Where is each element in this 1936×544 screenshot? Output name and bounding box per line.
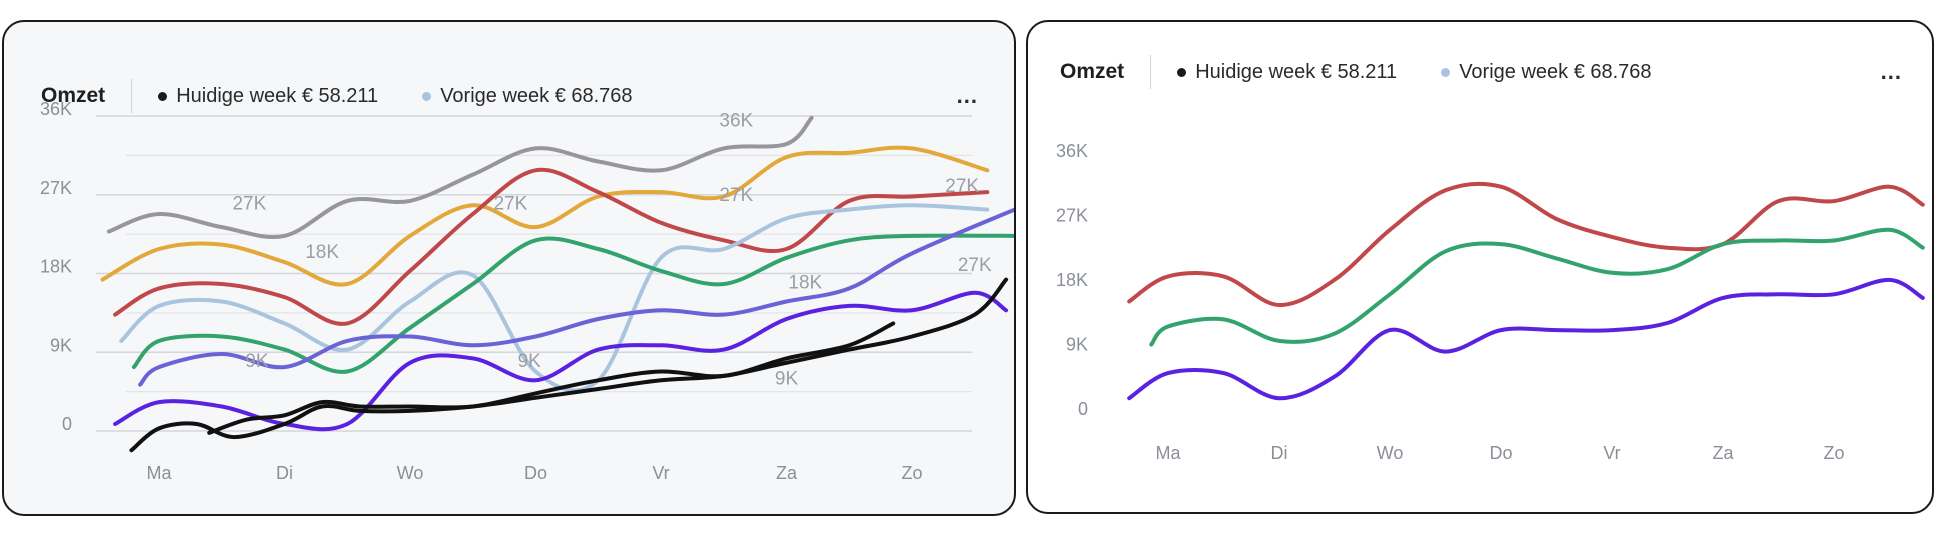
x-tick-label: Vr <box>652 463 669 483</box>
y-tick-label: 18K <box>40 257 72 277</box>
series-line-8 <box>129 277 1009 453</box>
data-label: 27K <box>719 185 753 206</box>
header-divider <box>1150 55 1152 89</box>
data-label: 9K <box>518 351 542 372</box>
chart-card-left: Omzet Huidige week € 58.211 Vorige week … <box>2 20 1016 516</box>
data-label: 18K <box>788 272 822 293</box>
y-tick-label: 36K <box>40 99 72 119</box>
legend-previous-week-label: Vorige week € 68.768 <box>440 84 633 107</box>
legend-previous-week: Vorige week € 68.768 <box>1441 60 1652 84</box>
x-tick-label: Wo <box>397 463 424 483</box>
x-tick-label: Vr <box>1603 443 1620 463</box>
x-tick-label: Ma <box>146 463 172 483</box>
series-line-5 <box>131 233 1014 374</box>
y-tick-label: 27K <box>40 178 72 198</box>
series-line-4 <box>119 203 990 393</box>
data-label: 9K <box>245 351 269 372</box>
x-tick-label: Di <box>1271 443 1288 463</box>
card-header: Omzet Huidige week € 58.211 Vorige week … <box>1028 52 1932 92</box>
y-tick-label: 9K <box>50 335 72 355</box>
legend-dot-icon <box>1441 67 1451 77</box>
data-label: 9K <box>775 369 799 390</box>
series-line-2 <box>100 145 990 287</box>
legend-previous-week: Vorige week € 68.768 <box>422 84 633 108</box>
series-line-2 <box>1149 227 1925 347</box>
series-line-1 <box>106 115 814 239</box>
y-tick-label: 0 <box>1078 399 1088 419</box>
data-label: 36K <box>719 111 753 132</box>
series-line-1 <box>1127 181 1925 308</box>
legend-current-week: Huidige week € 58.211 <box>1177 61 1397 84</box>
data-label: 27K <box>493 194 527 215</box>
data-label: 18K <box>305 242 339 263</box>
legend-dot-icon <box>158 91 168 101</box>
legend-current-week-label: Huidige week € 58.211 <box>1195 60 1398 83</box>
series-line-6 <box>138 207 1014 387</box>
more-options-icon[interactable]: ... <box>956 83 978 108</box>
y-tick-label: 9K <box>1066 334 1088 354</box>
card-header: Omzet Huidige week € 58.211 Vorige week … <box>4 76 1014 116</box>
card-title: Omzet <box>1060 60 1125 83</box>
series-line-9 <box>207 321 896 435</box>
legend-previous-week-label: Vorige week € 68.768 <box>1459 60 1652 83</box>
x-tick-label: Do <box>524 463 547 483</box>
y-tick-label: 0 <box>62 414 72 434</box>
card-title: Omzet <box>41 84 106 107</box>
legend-current-week: Huidige week € 58.211 <box>158 85 378 108</box>
y-tick-label: 36K <box>1056 141 1088 161</box>
line-chart-right: 36K 27K 18K 9K 0 Ma Di Wo Do Vr Za Zo <box>1056 141 1925 463</box>
y-tick-label: 18K <box>1056 270 1088 290</box>
x-tick-label: Di <box>276 463 293 483</box>
data-label: 27K <box>232 194 266 215</box>
header-divider <box>131 79 133 113</box>
data-label: 27K <box>945 176 979 197</box>
x-tick-label: Wo <box>1377 443 1404 463</box>
more-options-icon[interactable]: ... <box>1880 59 1902 84</box>
series-line-3 <box>1127 277 1925 401</box>
x-tick-label: Zo <box>901 463 922 483</box>
chart-card-right: Omzet Huidige week € 58.211 Vorige week … <box>1026 20 1934 514</box>
y-tick-label: 27K <box>1056 205 1088 225</box>
x-tick-label: Ma <box>1155 443 1181 463</box>
legend-dot-icon <box>422 91 432 101</box>
legend-current-week-label: Huidige week € 58.211 <box>176 84 379 107</box>
x-tick-label: Zo <box>1823 443 1844 463</box>
line-chart-left: 36K 27K 18K 9K 0 Ma Di Wo Do Vr Za Zo 36K 27K 18K 27K 27… <box>40 99 1014 483</box>
x-tick-label: Do <box>1489 443 1512 463</box>
x-tick-label: Za <box>1712 443 1734 463</box>
x-tick-label: Za <box>776 463 798 483</box>
legend-dot-icon <box>1177 67 1187 77</box>
data-label: 27K <box>958 255 992 276</box>
